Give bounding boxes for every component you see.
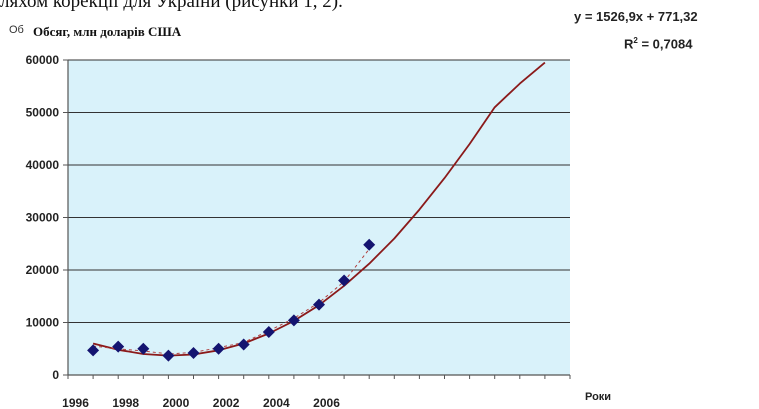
x-tick-label: 2002 <box>213 396 240 409</box>
y-tick-label: 50000 <box>26 106 60 120</box>
data-point <box>162 349 175 362</box>
y-tick-label: 10000 <box>26 316 60 330</box>
data-point <box>237 338 250 351</box>
page-text-fragment: ляхом корекції для України (рисунки 1, 2… <box>0 0 343 12</box>
data-point <box>112 340 125 353</box>
y-tick-label: 30000 <box>26 211 60 225</box>
y-tick-label: 0 <box>52 368 59 382</box>
y-tick-label: 40000 <box>26 158 60 172</box>
y-tick-label: 20000 <box>26 263 60 277</box>
data-point <box>212 342 225 355</box>
data-point <box>262 325 275 338</box>
data-point <box>137 342 150 355</box>
data-point <box>363 238 376 251</box>
y-axis-label-prefix: Об <box>9 24 24 36</box>
r-squared-value: = 0,7084 <box>637 36 693 52</box>
x-tick-label: 2000 <box>163 396 190 409</box>
r-squared-exponent: 2 <box>633 36 638 45</box>
x-tick-label: 2004 <box>263 396 290 409</box>
data-point <box>287 314 300 327</box>
data-point <box>313 298 325 311</box>
x-tick-label: 1998 <box>112 396 139 409</box>
trendline-equation: y = 1526,9x + 771,32 <box>574 9 698 24</box>
data-point <box>187 346 200 359</box>
dashed-trendline <box>93 248 370 355</box>
y-tick-label: 60000 <box>26 53 60 67</box>
data-point <box>87 344 100 357</box>
x-axis-label: Роки <box>585 391 612 403</box>
x-tick-label: 1996 <box>62 396 89 409</box>
y-axis-label: Обсяг, млн доларів США <box>33 24 182 39</box>
r-squared-annotation: R2 = 0,7084 <box>624 36 692 51</box>
x-tick-label: 2006 <box>313 396 340 409</box>
r-squared-symbol: R <box>624 36 634 52</box>
data-point <box>338 274 351 287</box>
